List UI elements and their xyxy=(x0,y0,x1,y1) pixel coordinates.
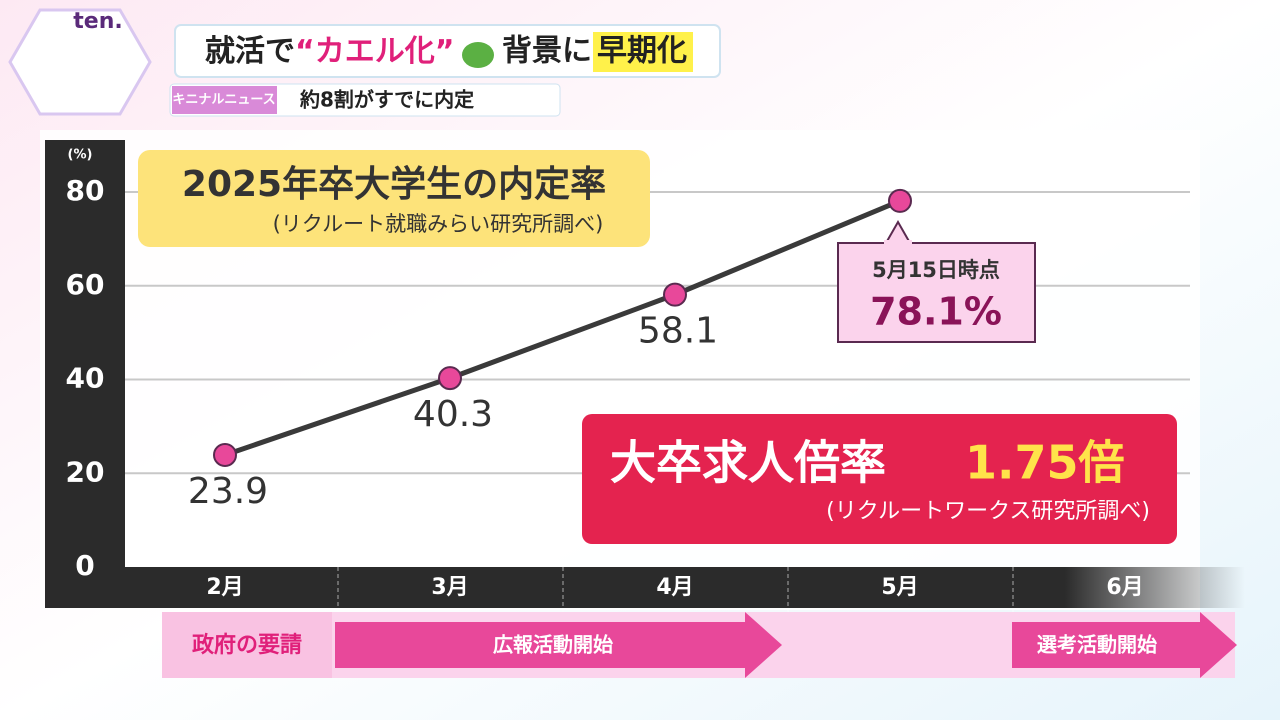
title-part: 就活で xyxy=(205,34,295,69)
data-label: 40.3 xyxy=(413,394,493,435)
timeline-arrow xyxy=(335,612,782,678)
y-tick-label: 80 xyxy=(66,174,105,207)
highlight xyxy=(593,32,693,72)
header-title: 背景に xyxy=(502,34,592,69)
logo-frame xyxy=(8,8,152,116)
data-label: 58.1 xyxy=(638,311,718,352)
header-box xyxy=(174,24,721,78)
x-axis-band xyxy=(45,567,1245,608)
chart-title-box xyxy=(138,150,650,247)
logo: ten. xyxy=(73,9,122,34)
y-unit: (%) xyxy=(68,148,93,163)
callout-note: 5月15日時点 xyxy=(872,258,1000,282)
point xyxy=(663,282,687,307)
y-tick-label: 40 xyxy=(66,362,105,395)
y-tick-label: 60 xyxy=(66,268,105,301)
ratio-box xyxy=(582,414,1177,544)
y-axis-band xyxy=(45,140,125,608)
x-tick-label: 2月 xyxy=(206,575,243,600)
header-title: 就活で“カエル化” xyxy=(205,34,454,69)
point xyxy=(438,366,462,391)
ratio-label: 大卒求人倍率 xyxy=(610,436,886,490)
header-title: 早期化 xyxy=(597,34,687,69)
x-tick-label: 4月 xyxy=(656,575,693,600)
tag-box xyxy=(172,86,277,114)
point xyxy=(888,188,912,213)
series-line xyxy=(224,198,901,458)
plot: 23.9 40.3 58.1 xyxy=(188,188,912,512)
timeline-label: 広報活動開始 xyxy=(493,633,613,657)
timeline-label: 政府の要請 xyxy=(192,632,302,658)
timeline-cell xyxy=(162,612,332,678)
timeline-arrow xyxy=(1012,612,1237,678)
x-tick-label: 6月 xyxy=(1106,575,1143,600)
x-tick-label: 5月 xyxy=(881,575,918,600)
subtitle: 約8割がすでに内定 xyxy=(299,88,474,112)
ratio-source: (リクルートワークス研究所調べ) xyxy=(826,499,1150,524)
y-tick-label: 20 xyxy=(66,455,105,488)
y-tick-label: 0 xyxy=(75,549,94,582)
frog-icon xyxy=(462,42,494,68)
timeline-label: 選考活動開始 xyxy=(1037,633,1157,657)
chart-title: 2025年卒大学生の内定率 xyxy=(182,164,606,205)
title-part: “カエル化” xyxy=(295,34,454,69)
callout-join xyxy=(884,240,912,246)
x-tick-label: 3月 xyxy=(431,575,468,600)
data-label: 78.1% xyxy=(870,290,1002,334)
point xyxy=(213,442,237,467)
callout-box xyxy=(837,242,1036,343)
data-label: 23.9 xyxy=(188,471,268,512)
chart-subtitle: (リクルート就職みらい研究所調べ) xyxy=(273,212,604,236)
tag: キニナルニュース xyxy=(172,93,275,108)
ratio-value: 1.75倍 xyxy=(965,436,1125,490)
